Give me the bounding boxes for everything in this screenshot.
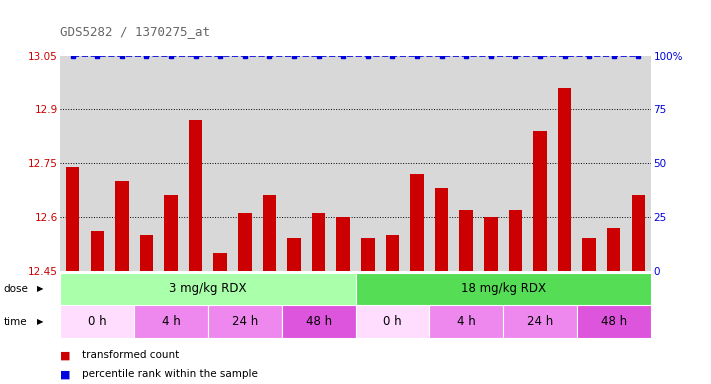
Text: ■: ■ <box>60 350 71 360</box>
Bar <box>238 214 252 271</box>
Bar <box>484 217 498 271</box>
Bar <box>90 231 104 271</box>
Bar <box>60 273 356 305</box>
Bar <box>503 305 577 338</box>
Text: ▶: ▶ <box>37 285 43 293</box>
Text: 48 h: 48 h <box>306 315 331 328</box>
Text: 4 h: 4 h <box>456 315 476 328</box>
Text: ▶: ▶ <box>37 317 43 326</box>
Bar <box>262 195 276 271</box>
Bar <box>410 174 424 271</box>
Text: 18 mg/kg RDX: 18 mg/kg RDX <box>461 283 545 295</box>
Text: time: time <box>4 316 27 327</box>
Text: 24 h: 24 h <box>232 315 258 328</box>
Bar <box>385 235 399 271</box>
Text: 24 h: 24 h <box>527 315 553 328</box>
Bar <box>582 238 596 271</box>
Text: 0 h: 0 h <box>383 315 402 328</box>
Bar <box>356 273 651 305</box>
Bar <box>361 238 375 271</box>
Bar <box>356 305 429 338</box>
Text: transformed count: transformed count <box>82 350 179 360</box>
Bar <box>312 214 326 271</box>
Bar <box>336 217 350 271</box>
Bar <box>208 305 282 338</box>
Bar <box>459 210 473 271</box>
Text: 0 h: 0 h <box>88 315 107 328</box>
Bar <box>60 305 134 338</box>
Bar <box>66 167 80 271</box>
Text: 3 mg/kg RDX: 3 mg/kg RDX <box>169 283 247 295</box>
Text: GDS5282 / 1370275_at: GDS5282 / 1370275_at <box>60 25 210 38</box>
Bar <box>164 195 178 271</box>
Text: ■: ■ <box>60 369 71 379</box>
Bar <box>557 88 571 271</box>
Bar <box>607 228 621 271</box>
Text: 4 h: 4 h <box>161 315 181 328</box>
Bar <box>533 131 547 271</box>
Text: percentile rank within the sample: percentile rank within the sample <box>82 369 257 379</box>
Text: dose: dose <box>4 284 28 294</box>
Bar <box>213 253 227 271</box>
Bar <box>115 181 129 271</box>
Bar <box>287 238 301 271</box>
Bar <box>134 305 208 338</box>
Bar <box>189 120 203 271</box>
Bar <box>631 195 645 271</box>
Bar <box>577 305 651 338</box>
Bar <box>508 210 522 271</box>
Bar <box>429 305 503 338</box>
Bar <box>140 235 154 271</box>
Bar <box>435 188 449 271</box>
Text: 48 h: 48 h <box>601 315 626 328</box>
Bar <box>282 305 356 338</box>
